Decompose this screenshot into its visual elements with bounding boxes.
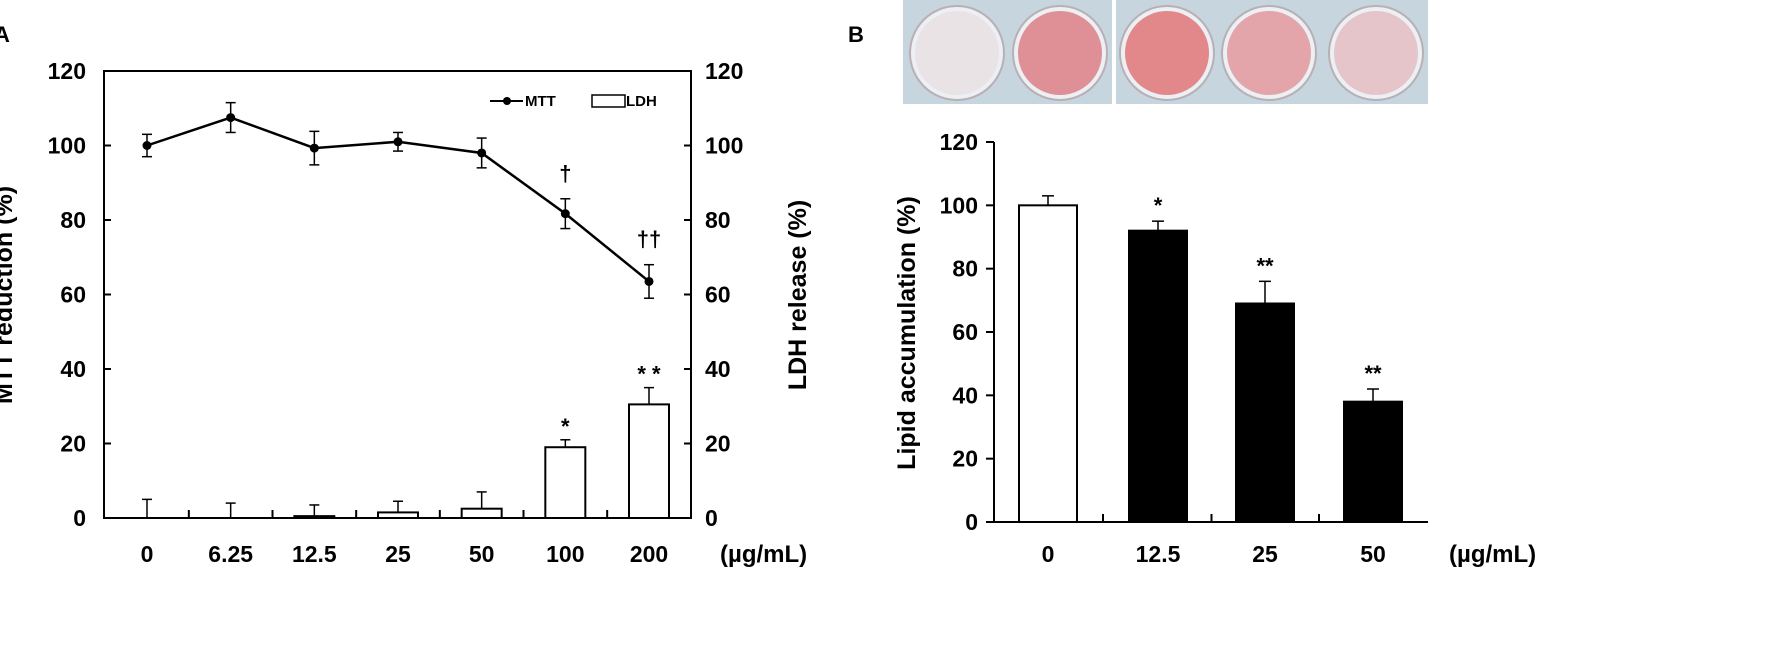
- x-tick-label: 200: [630, 541, 668, 567]
- ldh-bar: [628, 403, 670, 520]
- y-right-axis-title: LDH release (%): [784, 200, 812, 390]
- x-ticks-b: 0 12.5 25 50: [1042, 514, 1386, 567]
- x-ticks: 0 6.25 12.5 25 50 100 200: [141, 510, 668, 567]
- lipid-significance-mark: **: [1256, 253, 1274, 278]
- mtt-point: [477, 148, 487, 158]
- x-tick-label-b: 0: [1042, 541, 1055, 567]
- x-tick-label-b: 50: [1360, 541, 1386, 567]
- x-unit-label-a: (µg/mL): [720, 541, 807, 568]
- lipid-bar: [1128, 229, 1188, 524]
- mtt-point: [226, 113, 236, 123]
- y-left-tick-label: 0: [73, 505, 86, 531]
- panel-a-label: A: [0, 22, 10, 47]
- panel-b-label: B: [848, 22, 864, 47]
- mtt-point: [393, 137, 403, 147]
- lipid-bars: [1018, 195, 1403, 524]
- y-left-tick-label: 80: [60, 207, 86, 233]
- y-right-tick-label: 20: [705, 431, 731, 457]
- y-axis-title-b: Lipid accumulation (%): [893, 196, 921, 470]
- x-tick-label: 12.5: [292, 541, 337, 567]
- y-left-tick-label: 120: [48, 58, 86, 84]
- y-tick-label-b: 0: [965, 509, 978, 535]
- mtt-point: [142, 141, 152, 150]
- well-stain: [1334, 11, 1418, 95]
- y-right-tick-label: 80: [705, 207, 731, 233]
- mtt-point: [309, 143, 319, 153]
- lipid-bar: [1018, 204, 1078, 523]
- y-tick-label-b: 20: [952, 446, 978, 472]
- panel-b: B Lipid accumulation (%) 0 20 40 60 80 100 120…: [848, 0, 1536, 568]
- panel-a: A MTT reduction (%) LDH release (%) 0 20 4…: [0, 22, 812, 568]
- mtt-point: [560, 209, 570, 219]
- legend-a: MTT LDH: [490, 93, 657, 110]
- x-tick-label-b: 12.5: [1136, 541, 1181, 567]
- y-tick-label-b: 60: [952, 319, 978, 345]
- well-photo: [903, 0, 1428, 104]
- well-stain: [1018, 11, 1102, 95]
- y-left-tick-label: 60: [60, 282, 86, 308]
- mtt-significance-mark: ††: [637, 227, 661, 252]
- ldh-significance-mark: *: [561, 414, 570, 439]
- lipid-bar: [1235, 302, 1295, 523]
- mtt-significance-mark: †: [559, 161, 571, 186]
- x-tick-label: 100: [546, 541, 584, 567]
- y-tick-label-b: 100: [940, 192, 978, 218]
- ldh-bar: [460, 507, 503, 519]
- significance-marks-b: *****: [1154, 193, 1382, 386]
- x-tick-label-b: 25: [1252, 541, 1278, 567]
- mtt-line: [142, 101, 654, 299]
- legend-mtt-marker: [503, 97, 511, 105]
- x-tick-label: 25: [385, 541, 411, 567]
- ldh-bar: [544, 446, 587, 520]
- significance-marks-a: †††** *: [559, 161, 661, 439]
- y-left-axis-title: MTT reduction (%): [0, 186, 18, 404]
- mtt-point: [644, 276, 654, 286]
- y-right-tick-label: 60: [705, 282, 731, 308]
- y-ticks-b: 0 20 40 60 80 100 120: [940, 129, 994, 535]
- y-left-ticks: 0 20 40 60 80 100 120: [48, 58, 111, 531]
- y-tick-label-b: 120: [940, 129, 978, 155]
- legend-mtt-label: MTT: [525, 93, 556, 110]
- ldh-bar: [377, 511, 419, 519]
- lipid-significance-mark: **: [1364, 361, 1382, 386]
- y-tick-label-b: 40: [952, 382, 978, 408]
- y-left-tick-label: 100: [48, 133, 86, 159]
- y-left-tick-label: 40: [60, 356, 86, 382]
- ldh-significance-mark: * *: [637, 362, 661, 387]
- well-stain: [915, 11, 999, 95]
- y-right-tick-label: 120: [705, 58, 743, 84]
- legend-ldh-swatch: [591, 94, 626, 108]
- x-tick-label: 50: [469, 541, 495, 567]
- legend-ldh-label: LDH: [626, 93, 657, 110]
- y-right-tick-label: 0: [705, 505, 718, 531]
- well-stain: [1227, 11, 1311, 95]
- y-left-tick-label: 20: [60, 431, 86, 457]
- ldh-bars: [142, 386, 670, 520]
- y-right-tick-label: 100: [705, 133, 743, 159]
- y-tick-label-b: 80: [952, 256, 978, 282]
- lipid-bar: [1343, 400, 1403, 523]
- x-unit-label-b: (µg/mL): [1449, 541, 1536, 568]
- y-right-tick-label: 40: [705, 356, 731, 382]
- ldh-bar: [293, 515, 336, 520]
- y-right-ticks: 0 20 40 60 80 100 120: [684, 58, 743, 531]
- x-tick-label: 6.25: [208, 541, 253, 567]
- well-stain: [1125, 11, 1209, 95]
- x-tick-label: 0: [141, 541, 154, 567]
- lipid-significance-mark: *: [1154, 193, 1163, 218]
